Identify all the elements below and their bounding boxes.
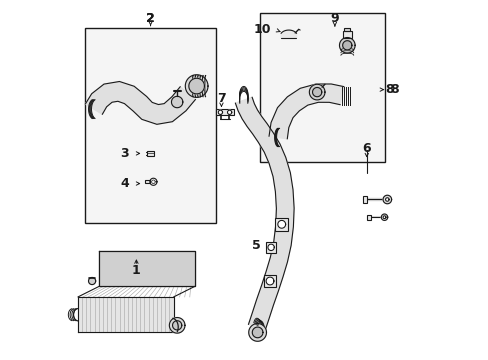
Text: 9: 9 <box>330 12 339 25</box>
Text: 7: 7 <box>217 92 225 105</box>
Polygon shape <box>78 297 173 332</box>
Polygon shape <box>381 214 387 220</box>
Polygon shape <box>281 30 296 38</box>
Bar <box>344 28 349 31</box>
Bar <box>367 215 370 220</box>
Bar <box>216 109 233 115</box>
Bar <box>362 196 366 203</box>
Bar <box>147 150 154 156</box>
Polygon shape <box>248 324 266 341</box>
Text: 6: 6 <box>362 141 370 154</box>
Text: 2: 2 <box>146 12 155 25</box>
Polygon shape <box>88 278 96 284</box>
Polygon shape <box>188 78 204 94</box>
Polygon shape <box>267 244 274 251</box>
Polygon shape <box>171 96 183 108</box>
Bar <box>275 218 287 231</box>
Text: 5: 5 <box>251 239 260 252</box>
Text: 2: 2 <box>146 12 155 25</box>
Bar <box>260 13 384 162</box>
Polygon shape <box>385 198 388 201</box>
Text: 3: 3 <box>121 147 129 160</box>
Polygon shape <box>227 110 231 114</box>
Polygon shape <box>169 318 184 333</box>
Text: 8: 8 <box>389 83 398 96</box>
Polygon shape <box>99 251 195 286</box>
Bar <box>145 180 149 183</box>
Polygon shape <box>382 195 391 204</box>
Polygon shape <box>185 75 207 98</box>
Bar <box>343 31 351 37</box>
Bar <box>263 275 276 287</box>
Polygon shape <box>252 327 263 338</box>
Polygon shape <box>309 84 325 100</box>
Polygon shape <box>312 87 321 97</box>
Text: 4: 4 <box>121 177 129 190</box>
Text: 8: 8 <box>385 83 393 96</box>
Polygon shape <box>277 220 285 228</box>
Polygon shape <box>268 84 343 139</box>
Polygon shape <box>342 41 351 50</box>
Polygon shape <box>85 81 195 124</box>
Polygon shape <box>339 37 354 53</box>
Text: 10: 10 <box>253 23 270 36</box>
Polygon shape <box>235 97 293 330</box>
Text: 1: 1 <box>132 264 141 277</box>
Polygon shape <box>265 277 273 285</box>
Bar <box>265 242 276 253</box>
Polygon shape <box>218 110 222 114</box>
Polygon shape <box>172 321 182 330</box>
Polygon shape <box>99 251 195 286</box>
Polygon shape <box>382 216 385 219</box>
Bar <box>85 28 216 222</box>
